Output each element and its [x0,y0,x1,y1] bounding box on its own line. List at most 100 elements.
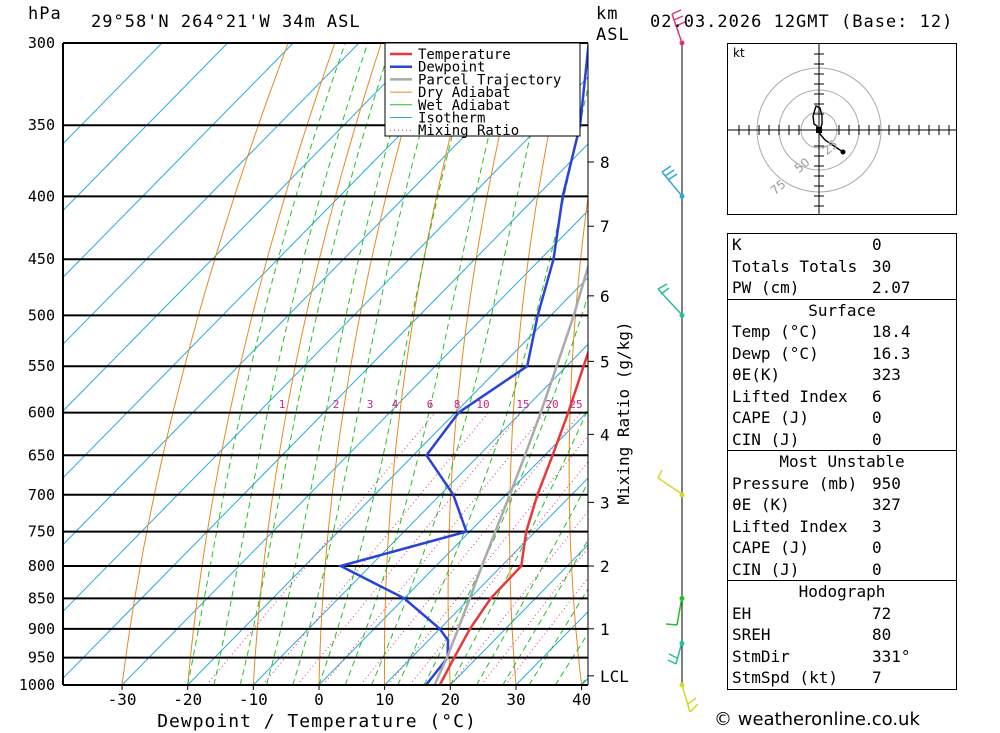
height-tick-label: LCL [600,667,629,686]
isotherm [121,210,588,685]
wind-barb-1000 [681,684,699,713]
mixing-ratio-axis-label: Mixing Ratio (g/kg) [614,321,633,504]
mixing-ratio-line [360,412,582,685]
mu-row-thetae: θE (K) 327 [732,495,901,514]
isotherm [63,143,588,679]
dry-adiabat [509,43,568,685]
surface-section: Surface Temp (°C) 18.4 Dewp (°C) 16.3 θE(K… [728,298,956,451]
wind-dot-850 [679,595,685,601]
wind-barb-850 [665,596,683,626]
hodo-storm-marker [816,127,822,133]
pressure-tick-label: 1000 [19,676,55,694]
location-title: 29°58'N 264°21'W 34m ASL [91,12,361,32]
hodo-row-stmdir: StmDir 331° [732,646,911,666]
pressure-tick-label: 700 [28,486,55,504]
wet-adiabat [449,407,588,685]
pressure-tick-label: 600 [28,404,55,422]
mixing-ratio-line [504,577,588,685]
hodo-row-stmspd: StmSpd (kt) 7 [732,668,882,687]
mixing-ratio-line [450,510,588,685]
isotherm [252,343,588,685]
mixing-ratio-label: 15 [516,398,529,411]
height-unit-km: km [596,4,619,24]
x-axis-label: Dewpoint / Temperature (°C) [157,711,477,732]
wet-adiabat [239,43,393,685]
axes: -30 -20 -10 0 10 20 30 40 Dewpoint / Temperature… [62,43,633,732]
wind-barb-700 [657,469,683,495]
wet-adiabat [187,43,346,685]
height-tick-label: 7 [600,217,610,236]
mixing-ratio-label: 6 [427,398,434,411]
legend-label: Temperature [418,47,511,63]
hodo-row-eh: EH 72 [732,603,892,623]
x-tick-label: -10 [239,690,268,709]
pressure-tick-label: 350 [28,116,55,134]
legend-label: Mixing Ratio [418,123,519,139]
datetime-title: 02.03.2026 12GMT (Base: 12) [650,12,954,32]
legend-label: Dry Adiabat [418,85,511,101]
mixing-ratio-label: 20 [545,398,558,411]
wind-dot-925 [679,640,685,646]
x-tick-label: 20 [441,690,460,709]
height-tick-label: 4 [600,425,610,444]
hodograph-panel: kt 25 50 75 [727,43,957,215]
hodo-ring-label-25: 25 [820,137,841,158]
profiles [337,43,588,685]
wet-adiabat [318,43,478,685]
wet-adiabat [292,43,446,685]
mu-row-pressure: Pressure (mb) 950 [732,473,901,493]
x-tick-label: 30 [506,690,525,709]
wind-dot-300 [679,40,685,46]
x-tick-label: 10 [375,690,394,709]
dry-adiabat [986,43,1000,685]
isotherm [63,43,163,145]
pressure-tick-label: 750 [28,523,55,541]
pressure-tick-label: 300 [28,34,55,52]
x-tick-label: -30 [108,690,137,709]
mu-row-li: Lifted Index 3 [732,516,882,536]
wind-barb-400 [661,165,683,197]
height-tick-label: 5 [600,352,610,371]
wet-adiabat [344,43,513,685]
legend-label: Dewpoint [418,60,485,76]
wet-adiabat [476,481,588,685]
hodo-row-sreh: SREH 80 [732,625,892,644]
wind-dot-500 [679,312,685,318]
isotherm [449,544,588,685]
hodo-ticks [738,53,950,207]
surface-row-temp: Temp (°C) 18.4 [732,322,911,341]
height-tick-label: 1 [600,620,610,639]
surface-row-cape: CAPE (J) 0 [732,408,882,427]
pressure-tick-label: 950 [28,649,55,667]
index-row-totals: Totals Totals 30 [732,256,892,276]
surface-title: Surface [808,300,876,320]
height-tick-label: 8 [600,153,610,172]
surface-row-li: Lifted Index 6 [732,386,882,406]
index-row-pw: PW (cm) 2.07 [732,278,911,297]
isotherm [63,43,228,212]
wind-dot-1000 [679,682,685,688]
mixing-ratio-label: 2 [333,398,340,411]
dry-adiabat [121,43,289,685]
hodograph-title: Hodograph [798,582,886,601]
hodograph-trace [812,105,844,153]
surface-row-cin: CIN (J) 0 [732,429,882,449]
mixing-ratio-label: 3 [367,398,374,411]
mixing-ratio-label: 4 [392,398,399,411]
wind-profile [657,9,699,713]
x-tick-label: -20 [173,690,202,709]
x-tick-label: 40 [572,690,591,709]
isotherm [318,410,588,685]
surface-row-dewp: Dewp (°C) 16.3 [732,343,911,363]
isotherm [63,43,360,345]
isotherm [384,477,588,685]
legend-label: Wet Adiabat [418,98,511,114]
pressure-tick-label: 800 [28,557,55,575]
wind-dot-700 [679,492,685,498]
isotherm [63,43,294,279]
wet-adiabat [213,43,369,685]
dry-adiabat [318,43,429,685]
